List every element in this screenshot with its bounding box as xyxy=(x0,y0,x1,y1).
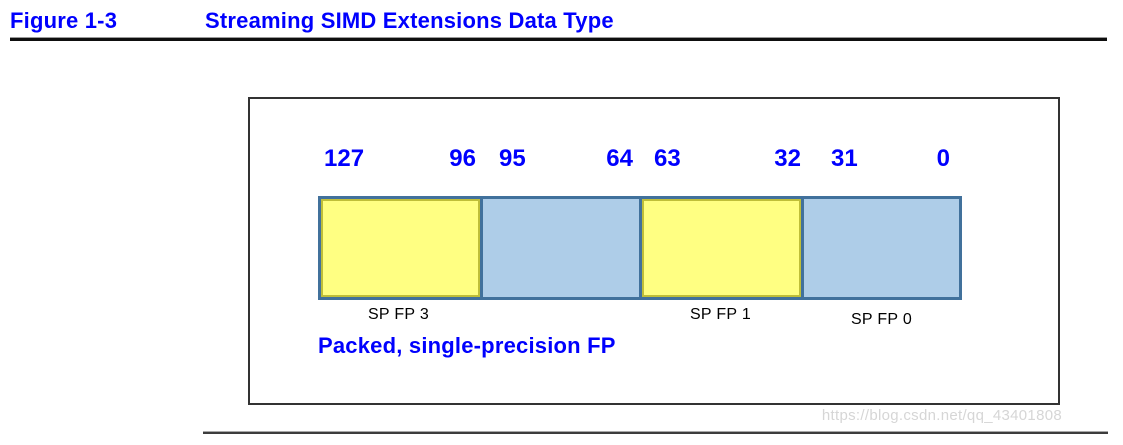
bit-group-2: 95 64 xyxy=(479,145,640,175)
cell-label-sp-fp-1: SP FP 1 xyxy=(689,306,752,323)
figure-number: Figure 1-3 xyxy=(10,8,118,33)
bit-label-95: 95 xyxy=(499,145,526,172)
watermark-url: https://blog.csdn.net/qq_43401808 xyxy=(821,407,1062,424)
cell-labels-row: SP FP 3 SP FP 1 SP FP 0 xyxy=(318,305,962,328)
bit-label-0: 0 xyxy=(936,145,950,172)
register-cell-sp-fp-1 xyxy=(641,199,801,297)
register-cell-sp-fp-3 xyxy=(321,199,481,297)
cell-label-sp-fp-0: SP FP 0 xyxy=(850,311,913,328)
footer-divider xyxy=(203,431,1108,434)
bit-group-1: 63 32 xyxy=(640,145,801,175)
xmm-register-strip xyxy=(318,196,962,300)
bit-group-0: 31 0 xyxy=(801,145,962,175)
register-cell-sp-fp-2 xyxy=(483,199,639,297)
cell-label-sp-fp-2 xyxy=(479,305,640,327)
bit-label-127: 127 xyxy=(324,145,365,172)
bit-ruler: 127 96 95 64 63 32 31 0 xyxy=(318,145,962,175)
simd-register-diagram: 127 96 95 64 63 32 31 0 xyxy=(318,145,962,359)
bit-label-96: 96 xyxy=(449,145,476,172)
figure-title: Streaming SIMD Extensions Data Type xyxy=(205,8,614,33)
figure-caption: Packed, single-precision FP xyxy=(318,333,616,358)
bit-label-63: 63 xyxy=(654,145,681,172)
register-cell-sp-fp-0 xyxy=(803,199,959,297)
cell-label-sp-fp-3: SP FP 3 xyxy=(367,306,430,323)
bit-group-3: 127 96 xyxy=(318,145,479,175)
bit-label-31: 31 xyxy=(831,145,858,172)
bit-label-64: 64 xyxy=(606,145,633,172)
figure-frame: 127 96 95 64 63 32 31 0 xyxy=(248,97,1060,405)
header-divider xyxy=(10,37,1107,41)
bit-label-32: 32 xyxy=(774,145,801,172)
figure-header: Figure 1-3 Streaming SIMD Extensions Dat… xyxy=(10,8,1110,34)
